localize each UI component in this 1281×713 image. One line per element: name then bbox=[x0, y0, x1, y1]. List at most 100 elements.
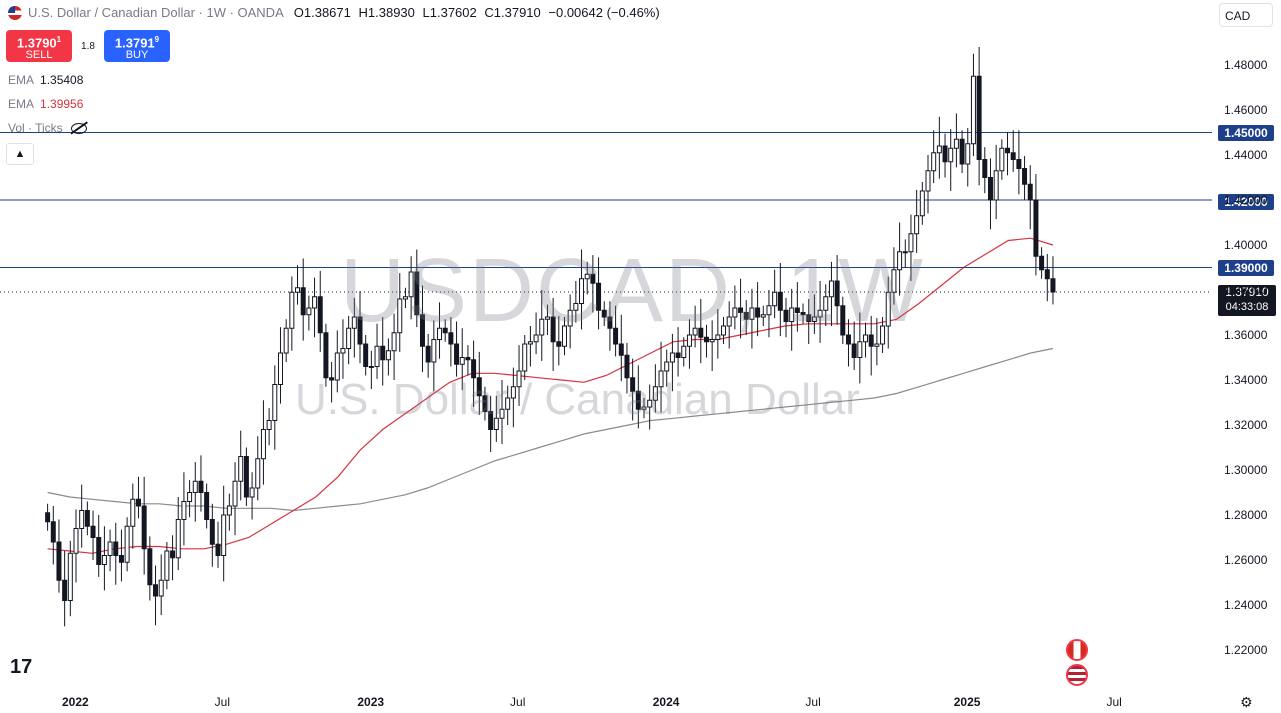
sell-button[interactable]: 1.37901 SELL bbox=[6, 30, 72, 62]
candle bbox=[982, 147, 988, 194]
candle bbox=[925, 155, 931, 214]
candle-body-up bbox=[970, 75, 976, 145]
indicator-volume[interactable]: Vol · Ticks bbox=[8, 121, 87, 135]
candle-body-down bbox=[442, 327, 448, 334]
candle bbox=[147, 536, 153, 601]
candle-body-down bbox=[635, 390, 641, 410]
candle-body-down bbox=[300, 287, 306, 316]
candle-body-down bbox=[243, 456, 249, 498]
candle-body-up bbox=[749, 307, 755, 320]
candle bbox=[56, 519, 62, 593]
candle bbox=[596, 257, 602, 330]
collapse-legend-button[interactable]: ▲ bbox=[6, 143, 34, 165]
candle bbox=[499, 380, 505, 445]
candle bbox=[96, 515, 102, 577]
candle-body-up bbox=[658, 370, 664, 388]
indicator-ema-fast[interactable]: EMA 1.39956 bbox=[8, 97, 84, 111]
canada-event-flag-icon[interactable] bbox=[1066, 639, 1088, 661]
candle bbox=[249, 472, 255, 520]
candle bbox=[948, 129, 954, 191]
candle-body-down bbox=[135, 498, 141, 507]
candle-body-down bbox=[215, 543, 221, 556]
currency-selector[interactable]: CAD bbox=[1219, 3, 1273, 27]
candle-body-up bbox=[789, 307, 795, 322]
candle-body-up bbox=[948, 147, 954, 163]
candle-body-up bbox=[999, 147, 1005, 172]
tradingview-logo[interactable]: 17 bbox=[10, 656, 33, 678]
time-axis-tick: 2025 bbox=[953, 695, 981, 709]
candle-body-up bbox=[272, 384, 278, 421]
candle bbox=[721, 317, 727, 344]
candle-body-down bbox=[840, 305, 846, 336]
price-axis-tick: 1.28000 bbox=[1224, 508, 1268, 522]
candle bbox=[755, 282, 761, 337]
candle-body-up bbox=[522, 343, 528, 372]
candle bbox=[323, 323, 329, 387]
settings-gear-icon[interactable]: ⚙ bbox=[1240, 694, 1253, 710]
candle-body-up bbox=[192, 480, 198, 493]
candle bbox=[295, 265, 301, 305]
indicator-ema-slow[interactable]: EMA 1.35408 bbox=[8, 73, 84, 87]
candle-body-down bbox=[868, 334, 874, 347]
candle-body-down bbox=[56, 541, 62, 581]
time-axis-tick: Jul bbox=[510, 695, 526, 709]
candle bbox=[442, 319, 448, 342]
candle bbox=[124, 517, 130, 572]
candle-body-up bbox=[579, 278, 585, 304]
us-event-flag-icon[interactable] bbox=[1066, 664, 1088, 686]
candle bbox=[45, 503, 51, 531]
candle bbox=[664, 349, 670, 387]
candle bbox=[845, 319, 851, 367]
candle bbox=[908, 214, 914, 281]
candle-body-down bbox=[363, 343, 369, 367]
candle-body-up bbox=[726, 316, 732, 327]
level-tag-2: 1.42000 bbox=[1218, 194, 1274, 210]
candle bbox=[374, 323, 380, 379]
high-value: 1.38930 bbox=[367, 5, 415, 20]
candle-body-up bbox=[760, 314, 766, 318]
candle bbox=[181, 472, 187, 546]
candle-body-up bbox=[437, 327, 443, 340]
candle bbox=[567, 294, 573, 349]
candle-body-down bbox=[1027, 183, 1033, 201]
candle bbox=[902, 239, 908, 268]
candle-body-down bbox=[806, 314, 812, 322]
symbol-title[interactable]: U.S. Dollar / Canadian Dollar · 1W · OAN… bbox=[28, 5, 284, 20]
candle-body-up bbox=[931, 152, 937, 172]
candle bbox=[164, 542, 170, 590]
candle-body-down bbox=[976, 75, 982, 160]
candle-body-up bbox=[828, 280, 834, 298]
candle bbox=[510, 367, 516, 428]
candle-body-up bbox=[107, 541, 113, 556]
candle-body-down bbox=[794, 307, 800, 313]
candle-body-down bbox=[550, 316, 556, 343]
candle bbox=[351, 297, 357, 358]
candle bbox=[493, 395, 499, 442]
candle-body-up bbox=[334, 352, 340, 381]
price-axis-tick: 1.34000 bbox=[1224, 373, 1268, 387]
candle bbox=[772, 269, 778, 319]
ohlc-values: O1.38671 H1.38930 L1.37602 C1.37910 −0.0… bbox=[293, 5, 660, 20]
buy-button[interactable]: 1.37919 BUY bbox=[104, 30, 170, 62]
candle-body-down bbox=[147, 548, 153, 586]
candle-body-up bbox=[641, 406, 647, 410]
hidden-eye-icon[interactable] bbox=[70, 123, 87, 135]
candle bbox=[329, 362, 335, 403]
candle-body-down bbox=[141, 505, 147, 550]
candle bbox=[226, 493, 232, 531]
candle-body-down bbox=[1044, 269, 1050, 280]
candle bbox=[67, 540, 73, 617]
candle bbox=[204, 483, 210, 529]
candle-body-up bbox=[391, 332, 397, 352]
candle-body-up bbox=[232, 480, 238, 507]
candle bbox=[874, 318, 880, 366]
candle-body-down bbox=[607, 316, 613, 329]
candle bbox=[380, 317, 386, 386]
candle bbox=[692, 305, 698, 348]
candle-body-down bbox=[323, 332, 329, 379]
candle-body-up bbox=[993, 170, 999, 201]
candle-body-up bbox=[573, 303, 579, 311]
candle-body-up bbox=[79, 510, 85, 529]
candle bbox=[579, 249, 585, 330]
